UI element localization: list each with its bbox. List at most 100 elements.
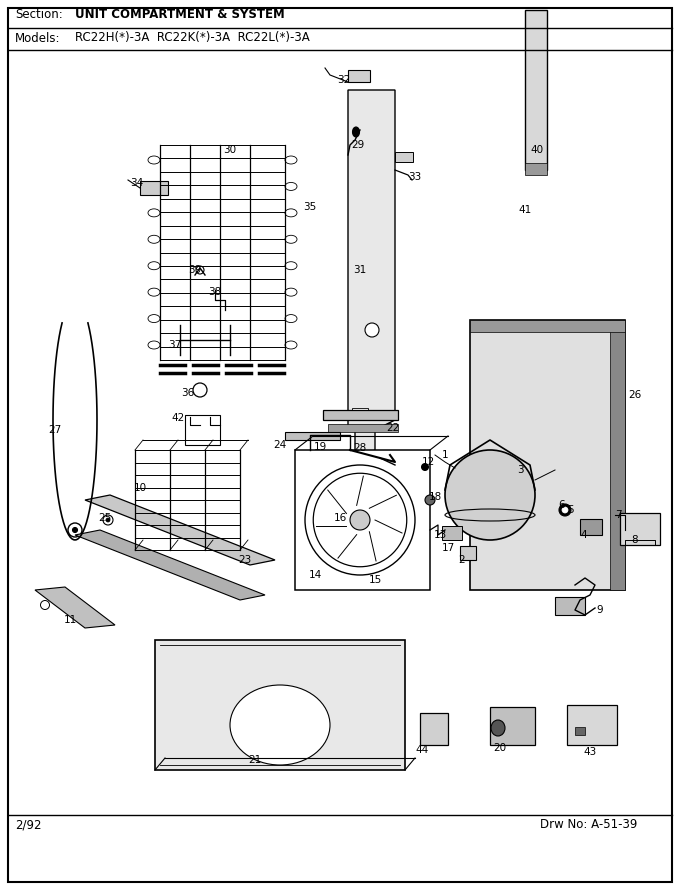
Ellipse shape: [285, 182, 297, 190]
Bar: [525, 163, 547, 175]
Polygon shape: [35, 587, 115, 628]
Text: Drw No: A-51-39: Drw No: A-51-39: [540, 819, 637, 831]
Ellipse shape: [305, 465, 415, 575]
Ellipse shape: [148, 209, 160, 217]
Text: 40: 40: [530, 145, 543, 155]
Text: 24: 24: [273, 440, 287, 450]
Text: 16: 16: [333, 513, 347, 523]
Text: 25: 25: [99, 513, 112, 523]
Bar: [295, 450, 430, 590]
Text: 10: 10: [133, 483, 147, 493]
Text: 22: 22: [386, 423, 400, 433]
Text: 6: 6: [559, 500, 565, 510]
Bar: [575, 727, 585, 735]
Bar: [567, 705, 617, 745]
Ellipse shape: [425, 495, 435, 505]
Text: 37: 37: [169, 340, 182, 350]
Text: 27: 27: [48, 425, 62, 435]
Ellipse shape: [285, 314, 297, 322]
Ellipse shape: [352, 127, 360, 137]
Bar: [620, 513, 660, 545]
Ellipse shape: [445, 450, 535, 540]
Text: 20: 20: [494, 743, 507, 753]
Text: 28: 28: [354, 443, 367, 453]
Text: 13: 13: [433, 530, 447, 540]
Text: 15: 15: [369, 575, 381, 585]
Bar: [580, 519, 602, 535]
Text: Section:: Section:: [15, 9, 63, 21]
Ellipse shape: [106, 518, 110, 522]
Bar: [155, 640, 405, 770]
Ellipse shape: [285, 262, 297, 270]
Text: 42: 42: [171, 413, 185, 423]
Ellipse shape: [148, 341, 160, 349]
Text: Models:: Models:: [15, 31, 61, 44]
Bar: [470, 320, 625, 590]
Ellipse shape: [562, 507, 568, 513]
Text: 2: 2: [459, 555, 465, 565]
Ellipse shape: [422, 464, 428, 471]
Ellipse shape: [285, 156, 297, 164]
Ellipse shape: [285, 341, 297, 349]
Bar: [285, 432, 340, 440]
Ellipse shape: [148, 235, 160, 243]
Ellipse shape: [148, 156, 160, 164]
Text: 32: 32: [337, 75, 351, 85]
Bar: [328, 424, 398, 432]
Ellipse shape: [193, 383, 207, 397]
Bar: [185, 415, 220, 445]
Text: 2/92: 2/92: [15, 819, 41, 831]
Text: 33: 33: [409, 172, 422, 182]
Ellipse shape: [148, 182, 160, 190]
Ellipse shape: [230, 685, 330, 765]
Ellipse shape: [559, 504, 571, 516]
Bar: [420, 713, 448, 745]
Text: 9: 9: [596, 605, 603, 615]
Bar: [470, 320, 625, 332]
Text: 1: 1: [442, 450, 448, 460]
Ellipse shape: [350, 510, 370, 530]
Ellipse shape: [365, 323, 379, 337]
Ellipse shape: [103, 515, 113, 525]
Text: 8: 8: [632, 535, 639, 545]
Bar: [525, 10, 547, 170]
Ellipse shape: [73, 528, 78, 532]
Text: 19: 19: [313, 442, 326, 452]
Ellipse shape: [148, 262, 160, 270]
Ellipse shape: [285, 235, 297, 243]
Ellipse shape: [41, 601, 50, 610]
Text: 11: 11: [63, 615, 77, 625]
Bar: [395, 152, 413, 162]
Text: 44: 44: [415, 745, 428, 755]
Text: 5: 5: [566, 505, 573, 515]
Bar: [555, 597, 585, 615]
Text: 21: 21: [248, 755, 262, 765]
Polygon shape: [85, 495, 275, 565]
Bar: [323, 410, 398, 420]
Bar: [140, 181, 168, 195]
Text: 38: 38: [208, 287, 222, 297]
Ellipse shape: [285, 288, 297, 296]
Bar: [442, 526, 462, 540]
Text: 4: 4: [581, 530, 588, 540]
Text: 31: 31: [354, 265, 367, 275]
Text: 41: 41: [518, 205, 532, 215]
Text: 36: 36: [182, 388, 194, 398]
Text: 18: 18: [428, 492, 441, 502]
Text: 29: 29: [352, 140, 364, 150]
Ellipse shape: [285, 209, 297, 217]
Text: 30: 30: [224, 145, 237, 155]
Polygon shape: [348, 90, 395, 460]
Text: UNIT COMPARTMENT & SYSTEM: UNIT COMPARTMENT & SYSTEM: [75, 9, 285, 21]
Polygon shape: [75, 530, 265, 600]
Text: 12: 12: [422, 457, 435, 467]
Bar: [352, 408, 368, 420]
Text: 23: 23: [239, 555, 252, 565]
Text: 14: 14: [308, 570, 322, 580]
Text: 39: 39: [188, 265, 202, 275]
Text: RC22H(*)-3A  RC22K(*)-3A  RC22L(*)-3A: RC22H(*)-3A RC22K(*)-3A RC22L(*)-3A: [75, 31, 310, 44]
Bar: [490, 707, 535, 745]
Bar: [460, 546, 476, 560]
Text: 17: 17: [441, 543, 455, 553]
Ellipse shape: [148, 288, 160, 296]
